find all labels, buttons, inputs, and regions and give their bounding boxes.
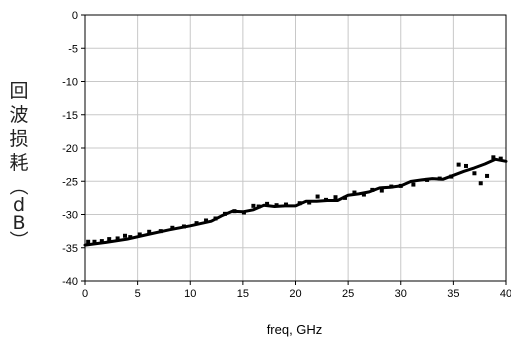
- data-point: [194, 221, 199, 226]
- y-axis-title-char: d: [13, 194, 25, 216]
- data-point: [333, 195, 338, 200]
- y-axis-title-char: ）: [7, 230, 29, 249]
- data-point: [128, 235, 133, 240]
- y-axis-title-char: B: [12, 212, 25, 234]
- data-point: [437, 176, 442, 181]
- data-point: [456, 162, 461, 167]
- data-point: [265, 201, 270, 206]
- x-axis-title: freq, GHz: [267, 322, 323, 337]
- data-point: [204, 218, 209, 223]
- data-point: [241, 210, 246, 215]
- y-axis-title-char: 回: [9, 80, 28, 102]
- data-point: [297, 201, 302, 206]
- data-point: [158, 229, 163, 234]
- y-axis-title-char: 损: [9, 128, 28, 150]
- data-point: [307, 200, 312, 205]
- data-point: [472, 171, 477, 176]
- data-point: [342, 195, 347, 200]
- x-tick-label: 5: [135, 288, 141, 300]
- y-tick-label: -30: [62, 210, 78, 222]
- data-point: [86, 239, 91, 244]
- y-tick-label: -10: [62, 77, 78, 89]
- y-tick-label: -40: [62, 276, 78, 288]
- data-point: [361, 192, 366, 197]
- data-point: [315, 194, 320, 199]
- data-point: [389, 184, 394, 189]
- data-point: [232, 209, 237, 214]
- data-point: [425, 177, 430, 182]
- x-tick-label: 0: [82, 288, 88, 300]
- x-tick-label: 10: [184, 288, 196, 300]
- data-point: [491, 155, 496, 160]
- x-tick-label: 20: [289, 288, 301, 300]
- y-tick-label: -35: [62, 243, 78, 255]
- data-point: [115, 236, 120, 241]
- y-axis-title-char: （: [7, 176, 29, 195]
- y-axis-title-char: 波: [9, 104, 28, 126]
- data-point: [284, 202, 289, 207]
- data-point: [464, 163, 469, 168]
- data-point: [251, 203, 256, 208]
- y-tick-labels: 0 -5 -10 -15 -20 -25 -30 -35 -40: [62, 10, 78, 288]
- data-point: [170, 225, 175, 230]
- axis-ticks: [81, 14, 507, 285]
- data-point: [498, 156, 503, 161]
- data-point: [478, 181, 483, 186]
- data-point: [122, 233, 127, 238]
- data-point: [147, 229, 152, 234]
- data-point: [181, 224, 186, 229]
- data-point: [379, 188, 384, 193]
- data-point: [485, 173, 490, 178]
- x-tick-labels: 0 5 10 15 20 25 30 35 40: [82, 288, 511, 300]
- data-point: [398, 183, 403, 188]
- data-point: [107, 237, 112, 242]
- series-layer: [83, 155, 508, 247]
- y-tick-label: -15: [62, 110, 78, 122]
- x-tick-label: 30: [395, 288, 407, 300]
- data-point: [274, 203, 279, 208]
- x-tick-label: 15: [237, 288, 249, 300]
- y-axis-title-char: 耗: [9, 152, 28, 174]
- data-point: [352, 190, 357, 195]
- data-point: [411, 182, 416, 187]
- x-tick-label: 35: [447, 288, 459, 300]
- data-point: [256, 204, 261, 209]
- data-point: [222, 211, 227, 216]
- x-tick-label: 25: [342, 288, 354, 300]
- y-tick-label: -25: [62, 176, 78, 188]
- grid: [84, 14, 507, 282]
- data-point: [370, 187, 375, 192]
- x-tick-label: 40: [500, 288, 511, 300]
- data-point: [324, 197, 329, 202]
- y-tick-label: 0: [72, 10, 78, 22]
- data-point: [213, 216, 218, 221]
- data-point: [92, 239, 97, 244]
- data-point: [137, 232, 142, 237]
- y-tick-label: -5: [68, 43, 78, 55]
- data-point: [449, 174, 454, 179]
- y-tick-label: -20: [62, 143, 78, 155]
- data-point: [99, 239, 104, 244]
